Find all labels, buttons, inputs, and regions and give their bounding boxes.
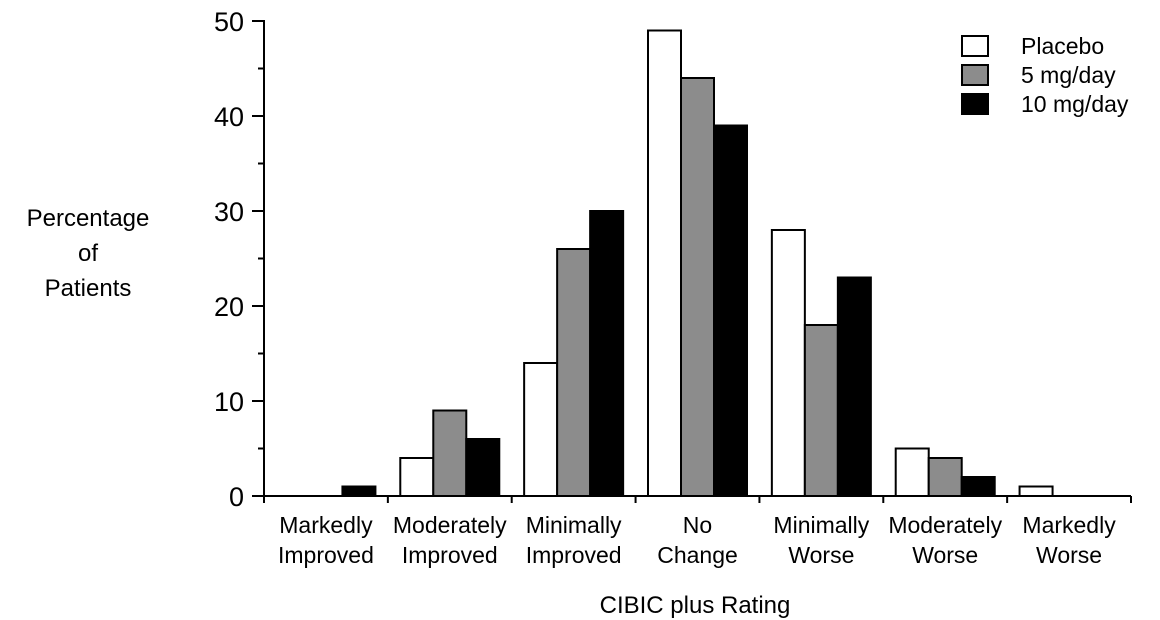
category-label: Worse <box>912 542 978 568</box>
y-tick-label: 40 <box>214 102 244 132</box>
y-tick-label: 10 <box>214 387 244 417</box>
category-label: Minimally <box>773 512 869 538</box>
legend-swatch <box>961 64 989 86</box>
legend: Placebo 5 mg/day 10 mg/day <box>961 33 1129 117</box>
legend-swatch <box>961 35 989 57</box>
category-label: Change <box>657 542 738 568</box>
bar-placebo-6 <box>1018 485 1054 497</box>
bar-placebo-3 <box>647 29 682 497</box>
y-axis: 0 10 20 30 40 50 <box>214 7 265 512</box>
bar-5-mg-day-5 <box>927 457 963 497</box>
y-axis-title: Percentage of Patients <box>27 205 150 302</box>
category-label: Improved <box>526 542 622 568</box>
legend-label: Placebo <box>1021 33 1104 59</box>
bar-placebo-4 <box>770 229 806 497</box>
bar-10-mg-day-5 <box>960 476 996 497</box>
category-label: Moderately <box>888 512 1002 538</box>
category-label: Markedly <box>1022 512 1116 538</box>
category-label: Markedly <box>279 512 373 538</box>
bar-5-mg-day-3 <box>680 77 715 497</box>
y-tick-label: 0 <box>229 482 244 512</box>
y-axis-title-line-1: Percentage <box>27 205 150 232</box>
category-label: Improved <box>402 542 498 568</box>
legend-swatch <box>961 93 989 115</box>
category-label: Moderately <box>393 512 507 538</box>
category-label: Improved <box>278 542 374 568</box>
bar-placebo-1 <box>399 457 435 497</box>
x-axis <box>263 495 1132 503</box>
bar-placebo-5 <box>894 447 930 497</box>
category-label: Worse <box>1036 542 1102 568</box>
category-label: No <box>683 512 712 538</box>
bar-10-mg-day-2 <box>589 210 625 497</box>
category-label: Worse <box>788 542 854 568</box>
bar-5-mg-day-2 <box>556 248 592 497</box>
x-axis-title: CIBIC plus Rating <box>600 592 791 619</box>
y-tick-label: 50 <box>214 7 244 37</box>
category-labels: Markedly Improved Moderately Improved Minima… <box>278 512 1116 568</box>
category-label: Minimally <box>526 512 622 538</box>
y-tick-label: 20 <box>214 292 244 322</box>
bar-10-mg-day-1 <box>465 438 501 497</box>
bars <box>341 29 1054 497</box>
bar-10-mg-day-3 <box>713 124 748 497</box>
bar-placebo-2 <box>523 362 559 497</box>
y-axis-title-line-2: of <box>78 240 98 267</box>
bar-5-mg-day-4 <box>803 324 839 497</box>
y-axis-title-line-3: Patients <box>45 275 132 302</box>
legend-label: 10 mg/day <box>1021 91 1129 117</box>
y-tick-label: 30 <box>214 197 244 227</box>
legend-label: 5 mg/day <box>1021 62 1116 88</box>
bar-10-mg-day-4 <box>836 276 872 497</box>
bar-10-mg-day-0 <box>341 485 377 497</box>
bar-5-mg-day-1 <box>432 409 468 497</box>
